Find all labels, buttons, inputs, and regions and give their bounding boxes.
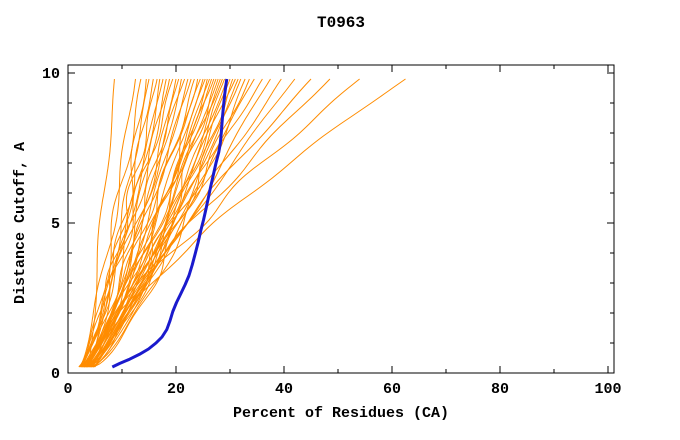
y-tick-label: 5 xyxy=(51,216,60,233)
chart-title: T0963 xyxy=(317,14,365,32)
model-curve xyxy=(79,78,136,368)
model-curve xyxy=(93,78,250,368)
x-tick-label: 100 xyxy=(594,381,621,398)
model-curve xyxy=(92,78,406,368)
highlighted-model-curve xyxy=(111,78,229,369)
y-tick-label: 0 xyxy=(51,366,60,383)
model-curve xyxy=(83,78,226,368)
model-curve xyxy=(86,78,217,368)
plot-border xyxy=(67,64,615,374)
model-curve xyxy=(81,78,158,368)
model-curve xyxy=(82,78,142,368)
model-curve xyxy=(79,78,186,368)
model-curve xyxy=(81,78,174,368)
model-curve xyxy=(85,78,331,368)
model-curve xyxy=(78,78,154,368)
x-tick-label: 40 xyxy=(275,381,293,398)
x-axis-label: Percent of Residues (CA) xyxy=(233,405,449,422)
x-tick-label: 80 xyxy=(491,381,509,398)
model-curve xyxy=(84,78,192,368)
plot-frame xyxy=(67,64,615,374)
x-tick-label: 0 xyxy=(63,381,72,398)
model-curve xyxy=(82,78,255,368)
y-tick-label: 10 xyxy=(42,66,60,83)
model-curve xyxy=(80,78,213,368)
x-tick-label: 60 xyxy=(383,381,401,398)
model-curve xyxy=(79,78,201,368)
y-axis-label: Distance Cutoff, A xyxy=(12,142,29,304)
tick-labels-layer: 0 20 40 60 80 100 0 5 10 xyxy=(42,66,622,398)
model-curves-layer xyxy=(78,78,406,369)
x-tick-label: 20 xyxy=(167,381,185,398)
